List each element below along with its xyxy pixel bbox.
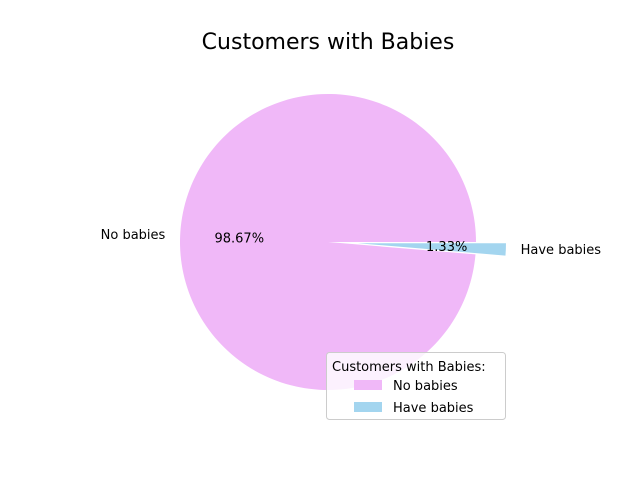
pie-slice-no-babies — [180, 93, 476, 390]
legend-swatch-have-babies — [354, 402, 382, 412]
legend: Customers with Babies: No babies Have ba… — [326, 352, 506, 420]
slice-labels: No babies 98.67% Have babies 1.33% — [101, 228, 602, 258]
pie-slice-have-babies — [357, 243, 506, 256]
legend-label-no-babies: No babies — [393, 379, 458, 394]
slice-label-have-babies: Have babies — [521, 243, 602, 258]
pie-slices — [180, 93, 506, 390]
legend-title: Customers with Babies: — [332, 360, 486, 375]
slice-percent-have-babies: 1.33% — [426, 240, 467, 255]
legend-label-have-babies: Have babies — [393, 401, 474, 416]
slice-percent-no-babies: 98.67% — [214, 231, 264, 246]
slice-label-no-babies: No babies — [101, 228, 166, 243]
legend-swatch-no-babies — [354, 380, 382, 390]
chart-title: Customers with Babies — [202, 30, 455, 55]
